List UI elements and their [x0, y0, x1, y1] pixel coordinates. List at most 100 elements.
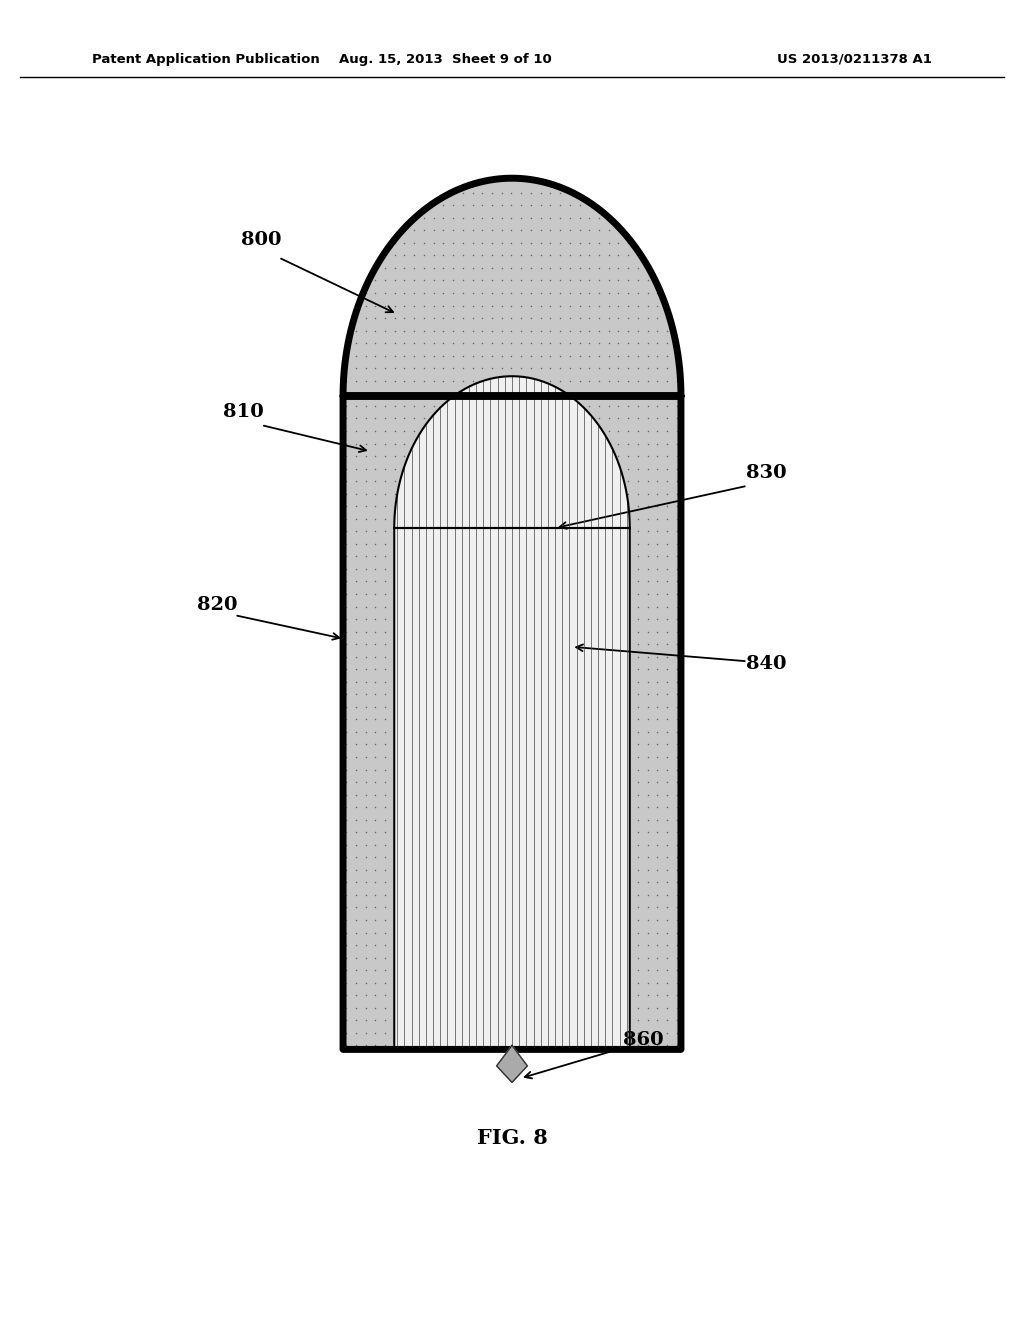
Point — [348, 333, 365, 354]
Point — [601, 219, 617, 240]
Point — [669, 533, 685, 554]
Point — [543, 370, 559, 391]
Point — [649, 671, 666, 692]
Point — [474, 370, 490, 391]
Point — [445, 294, 462, 315]
Point — [368, 570, 384, 591]
Point — [368, 333, 384, 354]
Point — [659, 821, 676, 842]
Point — [338, 972, 354, 993]
Point — [426, 244, 442, 265]
Text: FIG. 8: FIG. 8 — [476, 1127, 548, 1148]
Point — [348, 319, 365, 341]
Point — [357, 734, 374, 755]
Point — [465, 294, 481, 315]
Point — [659, 570, 676, 591]
Point — [445, 383, 462, 404]
Point — [504, 345, 520, 366]
Point — [513, 269, 529, 290]
Point — [445, 345, 462, 366]
Text: Patent Application Publication: Patent Application Publication — [92, 53, 319, 66]
Point — [377, 269, 393, 290]
Point — [368, 659, 384, 680]
Point — [669, 408, 685, 429]
Point — [659, 985, 676, 1006]
Point — [649, 294, 666, 315]
Point — [484, 358, 501, 379]
Point — [338, 846, 354, 867]
Point — [523, 244, 540, 265]
Point — [338, 370, 354, 391]
Point — [523, 169, 540, 190]
Point — [368, 846, 384, 867]
Point — [630, 796, 646, 817]
Point — [348, 558, 365, 579]
Point — [504, 207, 520, 228]
Point — [523, 257, 540, 279]
Point — [368, 282, 384, 304]
Point — [543, 219, 559, 240]
Point — [396, 370, 413, 391]
Point — [377, 846, 393, 867]
Point — [377, 420, 393, 441]
Point — [368, 595, 384, 616]
Point — [591, 232, 607, 253]
Point — [513, 169, 529, 190]
Point — [377, 821, 393, 842]
Point — [338, 696, 354, 717]
Point — [407, 358, 423, 379]
Point — [543, 207, 559, 228]
Point — [591, 244, 607, 265]
Point — [532, 345, 549, 366]
Point — [484, 308, 501, 329]
Point — [338, 821, 354, 842]
Point — [669, 545, 685, 566]
Point — [630, 671, 646, 692]
Text: 820: 820 — [197, 595, 238, 614]
Point — [649, 308, 666, 329]
Point — [377, 620, 393, 642]
Point — [659, 645, 676, 667]
Point — [435, 333, 452, 354]
Point — [582, 294, 598, 315]
Point — [357, 319, 374, 341]
Point — [630, 846, 646, 867]
Point — [659, 445, 676, 466]
Point — [571, 308, 588, 329]
Point — [348, 834, 365, 855]
Point — [484, 345, 501, 366]
Point — [348, 846, 365, 867]
Text: 800: 800 — [241, 231, 282, 249]
Point — [494, 244, 510, 265]
Point — [582, 219, 598, 240]
Point — [377, 884, 393, 906]
Point — [348, 884, 365, 906]
Point — [669, 445, 685, 466]
Point — [659, 483, 676, 504]
Point — [659, 408, 676, 429]
Point — [649, 921, 666, 942]
Point — [552, 319, 568, 341]
Point — [552, 219, 568, 240]
Point — [368, 470, 384, 491]
Point — [338, 1022, 354, 1043]
Point — [357, 420, 374, 441]
Point — [630, 383, 646, 404]
Point — [348, 483, 365, 504]
Point — [494, 345, 510, 366]
Point — [591, 308, 607, 329]
Point — [494, 182, 510, 203]
Point — [630, 558, 646, 579]
Point — [669, 358, 685, 379]
Point — [552, 358, 568, 379]
Point — [649, 420, 666, 441]
Point — [640, 834, 656, 855]
Point — [474, 282, 490, 304]
Point — [630, 345, 646, 366]
Point — [630, 595, 646, 616]
Point — [659, 972, 676, 993]
Point — [494, 282, 510, 304]
Point — [562, 282, 579, 304]
Point — [649, 896, 666, 917]
Point — [669, 709, 685, 730]
